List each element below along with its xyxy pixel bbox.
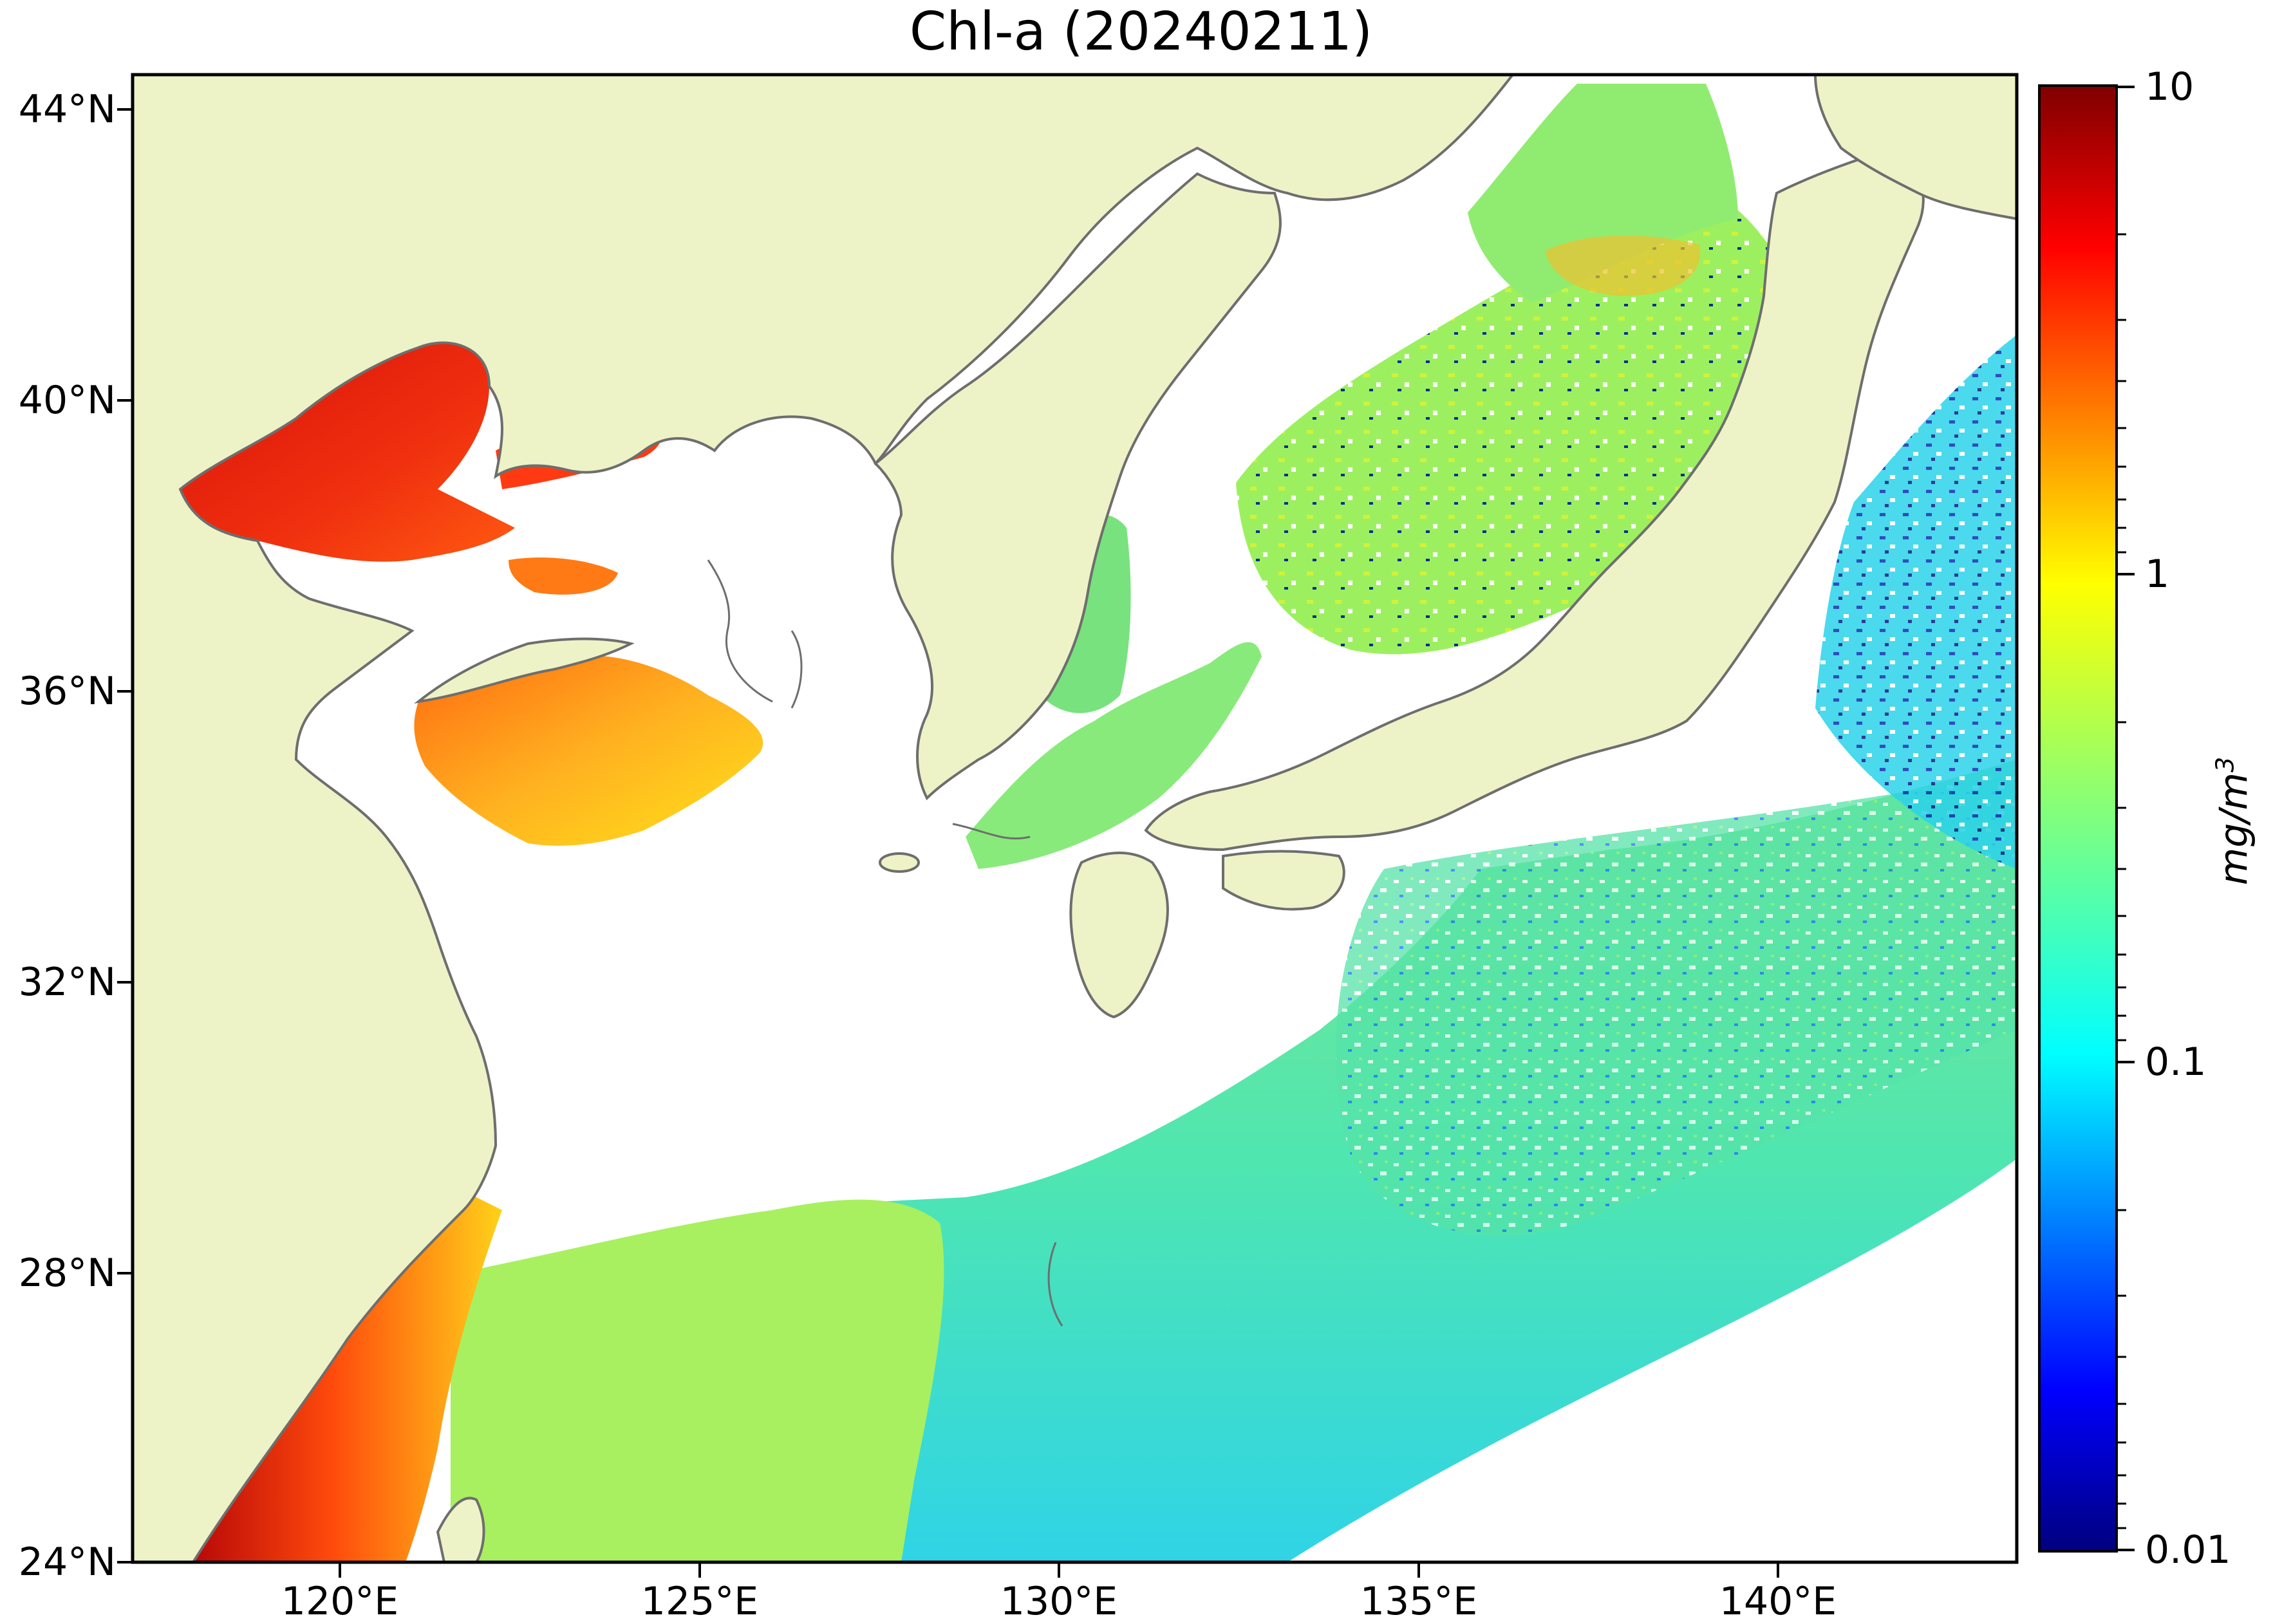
chl-east-china-sea: [451, 1199, 944, 1562]
unit-base: mg/m: [2211, 772, 2257, 886]
lat-label-32: 32°N: [18, 960, 116, 1005]
chl-north-orange-patch: [1545, 236, 1701, 296]
land-korea: [873, 172, 1282, 801]
lat-label-44: 44°N: [18, 87, 116, 132]
colorbar-gradient: [2039, 86, 2117, 1551]
map-title: Chl-a (20240211): [909, 1, 1373, 62]
land-shandong: [414, 637, 635, 704]
lon-label-135: 135°E: [1360, 1579, 1478, 1624]
colorbar-label-0.1: 0.1: [2145, 1040, 2207, 1085]
lon-label-140: 140°E: [1719, 1579, 1837, 1624]
chl-east-japan-speckle: [1815, 335, 2017, 869]
colorbar-label-10: 10: [2145, 64, 2194, 109]
colorbar-minor-ticks: [2117, 233, 2126, 1529]
colorbar-label-1: 1: [2145, 552, 2170, 597]
land-kyushu: [1069, 852, 1169, 1019]
chl-korea-strait: [966, 642, 1262, 869]
lon-label-130: 130°E: [1000, 1579, 1118, 1624]
lon-label-125: 125°E: [641, 1579, 759, 1624]
chl-bohai-sea: [180, 342, 515, 562]
land-honshu: [1144, 146, 1925, 852]
chl-china-coast: [193, 1191, 502, 1562]
map-ticks: [117, 108, 1779, 1578]
colorbar-unit-label: mg/m3: [2211, 757, 2257, 886]
land-taiwan: [436, 1497, 485, 1562]
land-shikoku: [1222, 850, 1345, 911]
lat-label-24: 24°N: [18, 1540, 116, 1585]
unit-exponent: 3: [2211, 756, 2240, 772]
colorbar-border: [2038, 84, 2118, 1553]
lon-label-120: 120°E: [281, 1579, 399, 1624]
colorbar-ticks: [2117, 86, 2135, 1551]
lat-label-40: 40°N: [18, 378, 116, 423]
land-china: [133, 75, 1515, 1562]
land-hokkaido: [1813, 75, 2017, 221]
coastline-detail: [707, 559, 1063, 1327]
colorbar-label-0.01: 0.01: [2145, 1527, 2231, 1573]
chl-north-sea-of-japan: [1468, 84, 1738, 303]
chl-central-yellow-sea: [509, 557, 618, 595]
land: [133, 75, 2017, 1562]
lat-label-28: 28°N: [18, 1251, 116, 1296]
map-frame-border: [131, 73, 2019, 1564]
lat-label-36: 36°N: [18, 669, 116, 714]
land-jeju: [879, 852, 920, 873]
chl-yellow-sea: [414, 655, 763, 846]
chl-pacific-speckle: [1336, 772, 2017, 1236]
